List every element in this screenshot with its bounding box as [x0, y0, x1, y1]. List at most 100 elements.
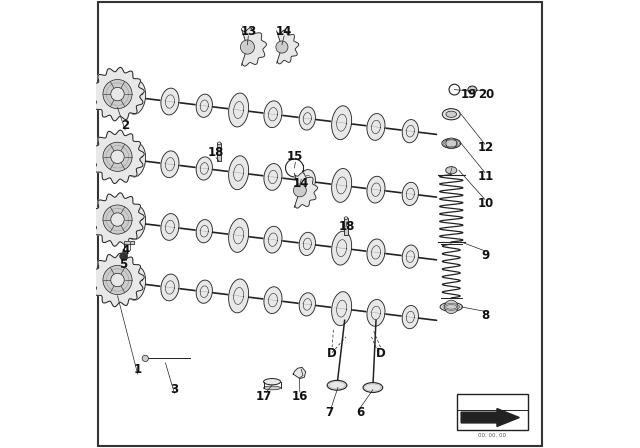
Polygon shape — [196, 157, 212, 180]
Polygon shape — [228, 219, 248, 252]
Text: 9: 9 — [482, 249, 490, 262]
Text: 6: 6 — [356, 405, 364, 419]
Text: 2: 2 — [121, 119, 129, 132]
Circle shape — [111, 273, 124, 287]
Polygon shape — [125, 206, 145, 240]
Polygon shape — [299, 170, 316, 193]
Polygon shape — [299, 293, 316, 316]
Circle shape — [103, 80, 132, 109]
Text: 1: 1 — [134, 363, 141, 376]
Polygon shape — [402, 182, 419, 206]
Polygon shape — [332, 168, 351, 202]
Text: 8: 8 — [482, 309, 490, 323]
Ellipse shape — [363, 383, 383, 392]
Polygon shape — [402, 120, 419, 143]
Polygon shape — [264, 287, 282, 314]
Polygon shape — [196, 94, 212, 117]
Ellipse shape — [344, 217, 348, 220]
Polygon shape — [242, 28, 266, 66]
Polygon shape — [402, 245, 419, 268]
Polygon shape — [367, 300, 385, 326]
Polygon shape — [367, 239, 385, 266]
Text: D: D — [327, 347, 337, 361]
Ellipse shape — [445, 167, 457, 174]
Circle shape — [241, 40, 255, 54]
Polygon shape — [161, 151, 179, 178]
Circle shape — [445, 300, 458, 314]
Polygon shape — [228, 156, 248, 190]
Circle shape — [142, 355, 148, 362]
Polygon shape — [196, 280, 212, 303]
Ellipse shape — [446, 111, 457, 117]
Text: 19: 19 — [461, 87, 477, 101]
Polygon shape — [161, 214, 179, 241]
Circle shape — [103, 205, 132, 234]
Circle shape — [111, 150, 124, 164]
Bar — [344, 218, 348, 235]
Text: 18: 18 — [208, 146, 224, 159]
Text: 12: 12 — [477, 141, 494, 155]
Text: 14: 14 — [276, 25, 292, 38]
Polygon shape — [299, 107, 316, 130]
Circle shape — [446, 138, 457, 149]
Polygon shape — [332, 231, 351, 265]
Polygon shape — [264, 101, 282, 128]
Circle shape — [103, 142, 132, 172]
Circle shape — [111, 87, 124, 101]
Polygon shape — [91, 67, 144, 121]
Polygon shape — [125, 80, 145, 114]
Polygon shape — [367, 114, 385, 140]
Ellipse shape — [468, 86, 477, 93]
Polygon shape — [299, 233, 316, 255]
Text: 4: 4 — [121, 244, 129, 258]
Polygon shape — [402, 306, 419, 329]
Text: 7: 7 — [325, 405, 333, 419]
Ellipse shape — [327, 380, 347, 390]
Ellipse shape — [264, 386, 280, 390]
Text: 5: 5 — [119, 258, 127, 271]
Text: 11: 11 — [477, 170, 494, 184]
Polygon shape — [228, 279, 248, 313]
Text: 00. 00. 00: 00. 00. 00 — [479, 433, 506, 438]
Circle shape — [103, 265, 132, 295]
Polygon shape — [124, 241, 134, 244]
Ellipse shape — [440, 302, 463, 311]
Bar — [457, 394, 529, 430]
Polygon shape — [125, 143, 145, 177]
Polygon shape — [161, 274, 179, 301]
Bar — [218, 143, 221, 161]
Ellipse shape — [442, 109, 460, 120]
Text: 10: 10 — [477, 197, 494, 211]
Polygon shape — [161, 88, 179, 115]
Circle shape — [293, 184, 307, 197]
Polygon shape — [91, 253, 144, 307]
Polygon shape — [125, 266, 145, 300]
Text: 13: 13 — [240, 25, 257, 38]
Polygon shape — [277, 30, 299, 64]
Circle shape — [120, 252, 128, 260]
Polygon shape — [461, 409, 520, 426]
Polygon shape — [228, 93, 248, 127]
Circle shape — [276, 41, 288, 53]
Text: 20: 20 — [477, 87, 494, 101]
Polygon shape — [91, 193, 144, 246]
Polygon shape — [264, 164, 282, 190]
Text: 18: 18 — [339, 220, 355, 233]
Text: 14: 14 — [293, 177, 309, 190]
Circle shape — [111, 213, 124, 226]
Text: 3: 3 — [170, 383, 179, 396]
Polygon shape — [332, 292, 351, 326]
Text: 16: 16 — [292, 390, 308, 403]
Polygon shape — [264, 226, 282, 253]
Ellipse shape — [264, 379, 280, 385]
Polygon shape — [293, 367, 306, 379]
Polygon shape — [91, 130, 144, 184]
Polygon shape — [367, 177, 385, 203]
Ellipse shape — [442, 138, 461, 148]
Polygon shape — [196, 220, 212, 243]
Text: D: D — [376, 347, 385, 361]
Text: 15: 15 — [287, 150, 303, 164]
Text: 17: 17 — [256, 390, 272, 403]
Ellipse shape — [218, 142, 221, 145]
Polygon shape — [295, 172, 317, 208]
